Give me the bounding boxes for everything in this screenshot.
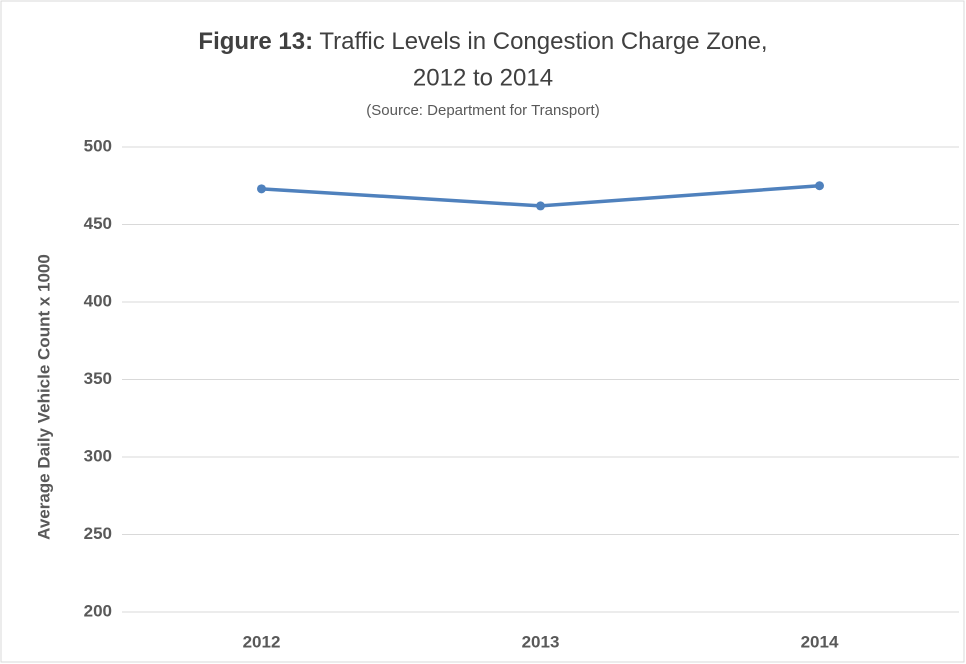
title-text: Traffic Levels in Congestion Charge Zone… xyxy=(319,28,767,55)
data-point xyxy=(536,201,545,211)
x-tick-label: 2014 xyxy=(801,632,839,651)
y-tick-label: 400 xyxy=(84,291,112,310)
y-tick-label: 200 xyxy=(84,601,112,620)
y-tick-label: 350 xyxy=(84,369,112,388)
y-tick-label: 300 xyxy=(84,446,112,465)
y-tick-label: 450 xyxy=(84,214,112,233)
data-point xyxy=(257,184,266,194)
x-tick-label: 2013 xyxy=(522,632,560,651)
y-axis-label: Average Daily Vehicle Count x 1000 xyxy=(34,254,53,540)
chart-title-line: 2012 to 2014 xyxy=(413,64,553,91)
y-tick-label: 500 xyxy=(84,136,112,155)
chart-title-line: Figure 13: Traffic Levels in Congestion … xyxy=(198,28,767,55)
x-tick-label: 2012 xyxy=(243,632,281,651)
chart-subtitle: (Source: Department for Transport) xyxy=(366,102,599,119)
y-tick-label: 250 xyxy=(84,524,112,543)
data-point xyxy=(815,181,824,191)
title-prefix: Figure 13: xyxy=(198,28,313,55)
